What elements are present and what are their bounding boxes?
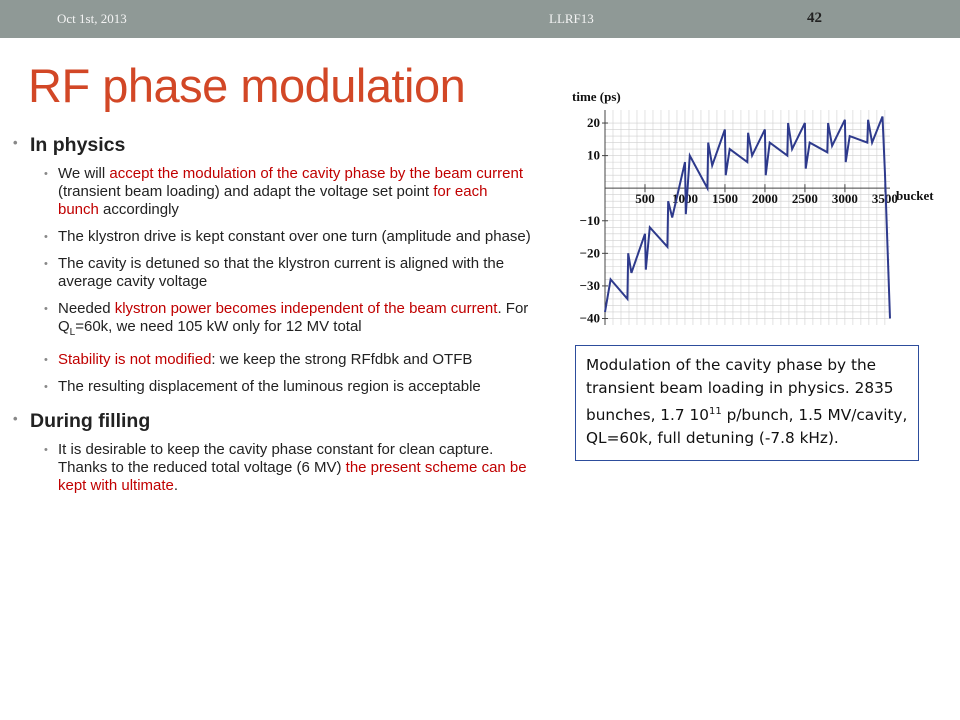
phase-modulation-chart: 500 1000 1500 2000 2500 3000 3500 −40 −30 −20 −10 1… [560, 85, 955, 330]
bullet-filling: It is desirable to keep the cavity phase… [12, 441, 532, 495]
y-tick-label: −20 [580, 245, 600, 260]
x-tick-label: 1500 [712, 191, 738, 206]
x-tick-label: 3000 [832, 191, 858, 206]
chart-axes [604, 110, 890, 325]
page-title: RF phase modulation [28, 59, 466, 112]
bullet-luminous-region: The resulting displacement of the lumino… [12, 378, 532, 396]
bullet-cavity-detuned: The cavity is detuned so that the klystr… [12, 255, 532, 291]
series-line [604, 116, 891, 319]
bullet-klystron-drive: The klystron drive is kept constant over… [12, 228, 532, 246]
x-tick-label: 2500 [792, 191, 818, 206]
section-heading-filling: During filling [12, 410, 532, 433]
chart-ticks: 500 1000 1500 2000 2500 3000 3500−40−30−20−101… [580, 115, 898, 325]
page-number: 42 [807, 10, 822, 26]
figure-caption: Modulation of the cavity phase by the tr… [575, 345, 919, 462]
bullet-modulation: We will accept the modulation of the cav… [12, 165, 532, 219]
x-tick-label: 500 [635, 191, 655, 206]
header-title: LLRF13 [549, 11, 594, 26]
y-tick-label: 20 [587, 115, 600, 130]
y-tick-label: −40 [580, 310, 600, 325]
y-tick-label: −30 [580, 278, 600, 293]
header-date: Oct 1st, 2013 [57, 11, 127, 26]
y-axis-label: time (ps) [572, 89, 621, 104]
x-axis-label: bucket [896, 188, 934, 203]
bullet-klystron-power: Needed klystron power becomes independen… [12, 300, 532, 342]
x-tick-label: 2000 [752, 191, 778, 206]
chart-grid [605, 110, 890, 325]
header-bar: Oct 1st, 2013 LLRF13 42 [0, 0, 960, 38]
section-heading-physics: In physics [12, 134, 532, 157]
y-tick-label: −10 [580, 213, 600, 228]
bullet-stability: Stability is not modified: we keep the s… [12, 351, 532, 369]
chart-svg: 500 1000 1500 2000 2500 3000 3500−40−30−20−101… [572, 89, 934, 325]
slide-content: In physics We will accept the modulation… [12, 132, 532, 504]
y-tick-label: 10 [587, 148, 600, 163]
